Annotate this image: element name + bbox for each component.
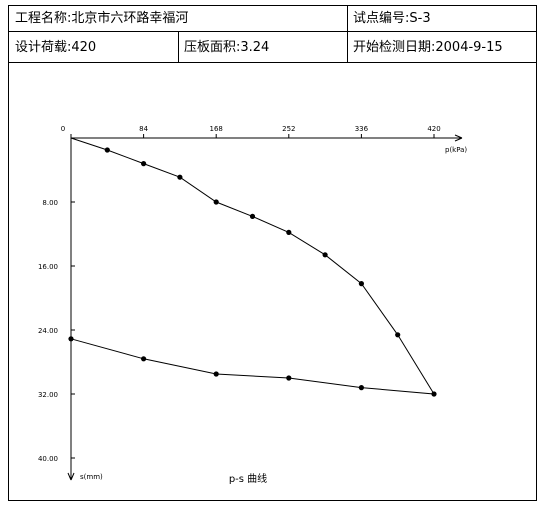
y-tick-label: 40.00 — [38, 455, 58, 463]
chart-ticks: 0 84 168 252 336 420 8.00 16.00 24.00 32.00 40.00 — [38, 125, 441, 463]
y-axis-arrow — [67, 472, 75, 481]
design-load: 设计荷载:420 — [15, 40, 97, 55]
x-tick-label: 168 — [210, 125, 223, 133]
x-tick-label: 336 — [355, 125, 369, 133]
p-s-curve-line — [70, 137, 435, 395]
project-name: 工程名称:北京市六环路幸福河 — [15, 11, 189, 26]
data-point — [358, 385, 364, 391]
data-point — [213, 199, 219, 205]
chart-title: p-s 曲线 — [229, 472, 267, 485]
header-divider — [9, 31, 536, 32]
x-tick-label: 84 — [139, 125, 148, 133]
x-tick-label: 252 — [282, 125, 295, 133]
y-tick-label: 8.00 — [42, 199, 58, 207]
data-point — [213, 371, 219, 377]
start-date: 开始检测日期:2004-9-15 — [353, 40, 503, 55]
x-tick-label: 420 — [427, 125, 440, 133]
test-number: 试点编号:S-3 — [353, 11, 431, 26]
y-tick-label: 24.00 — [38, 327, 58, 335]
data-point — [177, 174, 183, 180]
x-axis-arrow — [454, 134, 463, 142]
y-tick-label: 16.00 — [38, 263, 58, 271]
data-point — [358, 281, 364, 287]
data-point — [141, 356, 147, 362]
data-point — [322, 252, 328, 258]
data-point — [286, 229, 292, 235]
plate-area: 压板面积:3.24 — [184, 40, 270, 55]
column-divider — [347, 6, 348, 62]
data-point — [249, 213, 256, 219]
data-point — [141, 161, 147, 167]
data-point — [395, 332, 401, 338]
y-axis-label: s(mm) — [80, 473, 103, 481]
data-point — [68, 336, 74, 342]
column-divider-2 — [178, 31, 179, 62]
header-bottom-border — [9, 62, 536, 63]
chart-axes — [67, 134, 463, 481]
y-tick-label: 32.00 — [38, 391, 58, 399]
data-point — [104, 147, 110, 153]
report-frame: 工程名称:北京市六环路幸福河 试点编号:S-3 设计荷载:420 压板面积:3.… — [8, 5, 537, 501]
data-point — [286, 375, 292, 381]
chart-series — [68, 137, 437, 397]
data-point — [431, 391, 437, 397]
x-axis-label: p(kPa) — [445, 146, 467, 154]
x-tick-label: 0 — [61, 125, 65, 133]
